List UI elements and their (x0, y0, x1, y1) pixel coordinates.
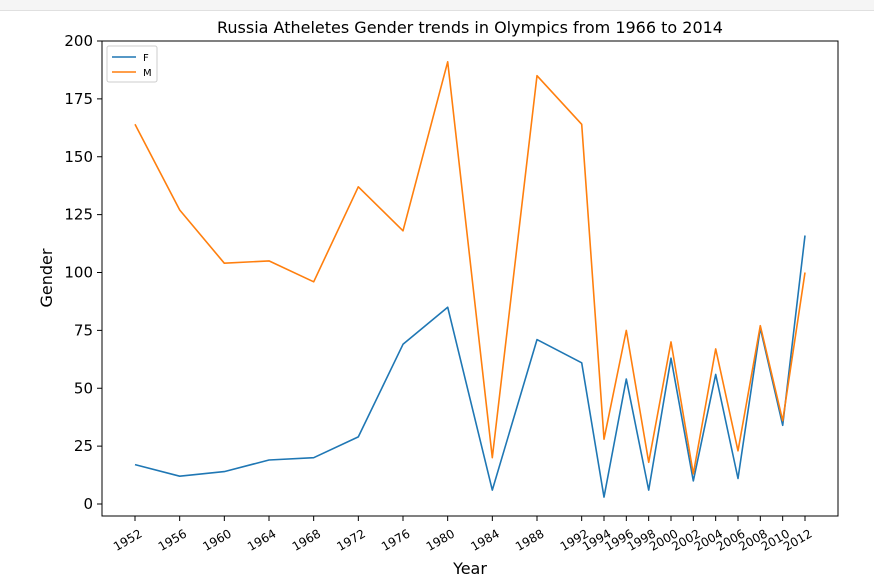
y-tick-label: 75 (74, 321, 93, 339)
y-tick-label: 125 (64, 206, 93, 224)
y-axis-label: Gender (37, 248, 56, 307)
y-tick-label: 0 (83, 495, 93, 513)
x-tick-label: 1960 (200, 526, 233, 553)
x-tick-label: 1964 (245, 526, 278, 553)
x-tick-label: 1968 (290, 526, 323, 553)
legend-box (106, 45, 158, 83)
x-tick-label: 1952 (111, 526, 144, 553)
x-axis-label: Year (452, 559, 487, 578)
legend: FM (106, 45, 158, 83)
x-tick-label: 1984 (468, 526, 501, 553)
x-tick-label: 1972 (334, 526, 367, 553)
y-tick-label: 200 (64, 32, 93, 50)
y-axis: 0 25 50 75 100 125 150 175 200 (64, 32, 102, 513)
y-tick-label: 100 (64, 264, 93, 282)
x-tick-label: 1988 (513, 526, 546, 553)
x-tick-label: 1976 (379, 526, 412, 553)
plot-area (101, 40, 839, 517)
chart-title: Russia Atheletes Gender trends in Olympi… (217, 18, 723, 37)
series-line-F (134, 235, 806, 498)
x-tick-label: 1980 (424, 526, 457, 553)
legend-label-M: M (143, 68, 152, 79)
y-tick-label: 175 (64, 90, 93, 108)
series-lines (134, 60, 806, 498)
series-line-M (134, 60, 806, 475)
y-tick-label: 25 (74, 437, 93, 455)
top-toolbar-strip (0, 0, 874, 11)
y-tick-label: 150 (64, 148, 93, 166)
x-axis: 1952 1956 1960 1964 1968 1972 1976 1980 1984 1988… (111, 516, 815, 554)
y-tick-label: 50 (74, 379, 93, 397)
x-tick-label: 1956 (156, 526, 189, 553)
legend-label-F: F (143, 53, 149, 64)
